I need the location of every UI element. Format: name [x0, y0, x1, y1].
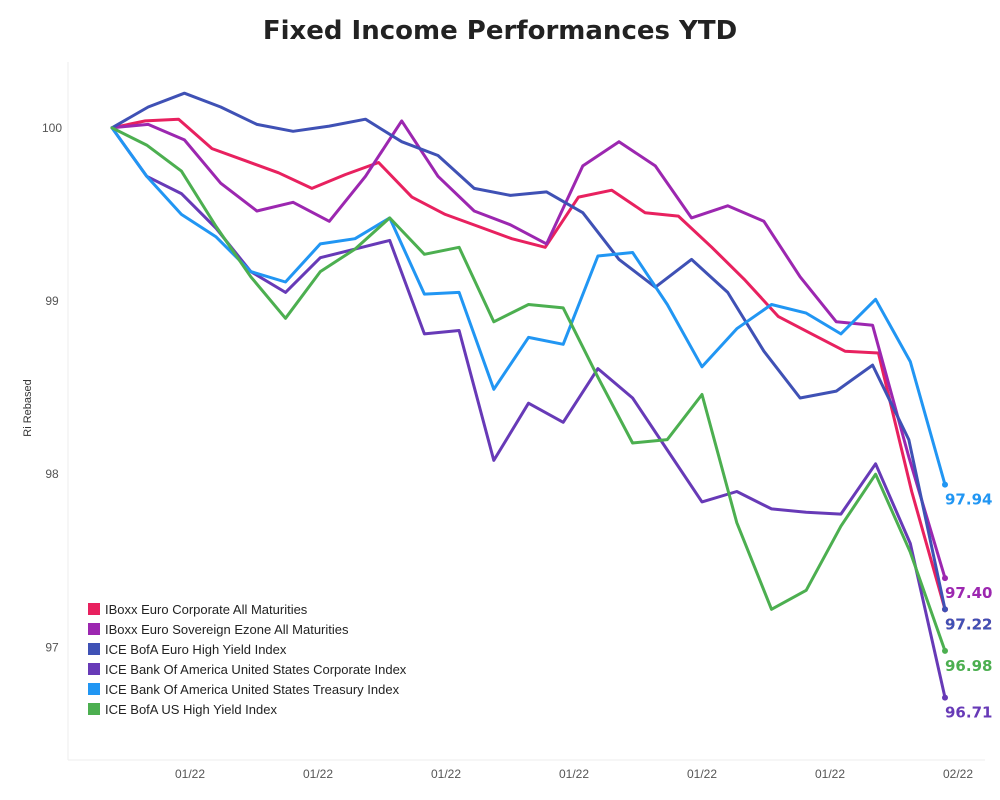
y-tick-label: 99 [45, 294, 59, 308]
series-end-point [942, 647, 948, 654]
series-end-point [942, 575, 948, 582]
x-tick-label: 01/22 [303, 767, 333, 781]
legend-swatch [88, 703, 100, 715]
x-tick-label: 02/22 [943, 767, 973, 781]
series-end-label: 97.22 [945, 615, 992, 633]
legend-swatch [88, 623, 100, 635]
series-line [110, 117, 947, 611]
x-tick-label: 01/22 [175, 767, 205, 781]
series-line [110, 126, 947, 487]
x-tick-label: 01/22 [815, 767, 845, 781]
legend-swatch [88, 603, 100, 615]
legend-swatch [88, 663, 100, 675]
legend-label: IBoxx Euro Sovereign Ezone All Maturitie… [105, 622, 349, 637]
axes: Ri Rebased [22, 62, 985, 761]
series-lines [110, 91, 948, 701]
series-end-point [942, 694, 948, 701]
y-tick-label: 100 [42, 121, 62, 135]
series-end-label: 96.71 [945, 704, 992, 722]
x-tick-label: 01/22 [431, 767, 461, 781]
series-end-label: 97.22 [945, 615, 992, 633]
x-tick-label: 01/22 [559, 767, 589, 781]
legend-label: ICE Bank Of America United States Treasu… [105, 682, 400, 697]
legend-label: ICE BofA US High Yield Index [105, 702, 277, 717]
y-ticks: 97 98 99 100 [42, 121, 62, 655]
chart-title: Fixed Income Performances YTD [262, 16, 738, 46]
series-end-label: 97.94 [945, 491, 992, 509]
x-ticks: 01/22 01/22 01/22 01/22 01/22 01/22 02/22 [175, 767, 973, 781]
y-axis-title: Ri Rebased [22, 379, 34, 436]
series-line [110, 126, 947, 653]
series-end-label: 96.98 [945, 657, 992, 675]
legend-label: IBoxx Euro Corporate All Maturities [105, 602, 308, 617]
series-line [110, 91, 947, 611]
y-tick-label: 97 [45, 640, 59, 654]
legend-swatch [88, 643, 100, 655]
series-line [110, 119, 947, 580]
legend-label: ICE BofA Euro High Yield Index [105, 642, 287, 657]
series-end-label: 97.40 [945, 584, 992, 602]
legend: IBoxx Euro Corporate All Maturities IBoxx… [88, 602, 407, 717]
x-tick-label: 01/22 [687, 767, 717, 781]
legend-swatch [88, 683, 100, 695]
y-tick-label: 98 [45, 467, 59, 481]
legend-label: ICE Bank Of America United States Corpor… [105, 662, 407, 677]
series-end-point [942, 606, 948, 613]
series-end-point [942, 481, 948, 488]
